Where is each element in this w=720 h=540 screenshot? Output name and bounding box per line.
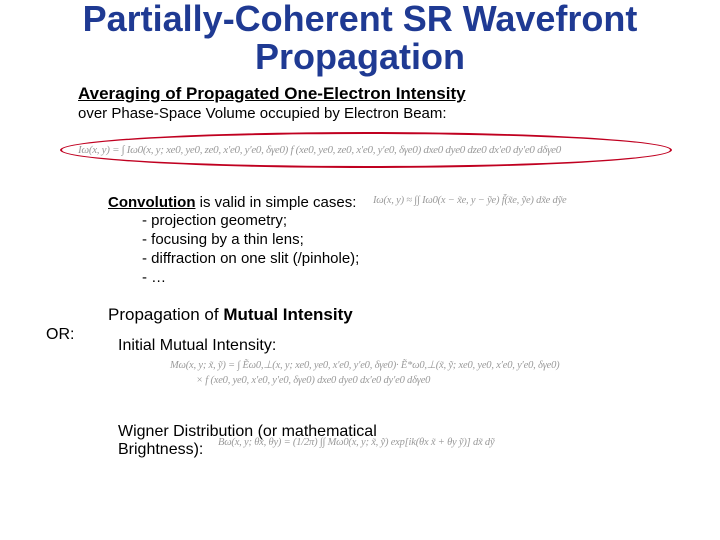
conv-item: - … [142,269,670,288]
mutual-intensity-heading: Propagation of Mutual Intensity [108,305,670,325]
convolution-list: - projection geometry; - focusing by a t… [142,212,670,287]
equation-mutual-area: Mω(x, y; x̃, ỹ) = ∫ Ẽω0,⊥(x, y; xe0, ye0… [78,355,670,395]
slide-content: Averaging of Propagated One-Electron Int… [0,76,720,479]
title-line-2: Propagation [0,38,720,76]
conv-item: - diffraction on one slit (/pinhole); [142,250,670,269]
mutual-bold: Mutual Intensity [223,305,352,324]
convolution-word: Convolution [108,194,195,211]
conv-item: - projection geometry; [142,212,670,231]
equation-averaging-area: Iω(x, y) = ∫ Iω0(x, y; xe0, ye0, ze0, x′… [78,132,670,182]
slide-title: Partially-Coherent SR Wavefront Propagat… [0,0,720,76]
subheading: Averaging of Propagated One-Electron Int… [78,84,670,104]
equation-averaging: Iω(x, y) = ∫ Iω0(x, y; xe0, ye0, ze0, x′… [78,144,561,156]
equation-wigner-area: Bω(x, y; θx, θy) = (1/2π) ∫∫ Mω0(x, y; x… [78,459,670,479]
equation-mutual-l1: Mω(x, y; x̃, ỹ) = ∫ Ẽω0,⊥(x, y; xe0, ye0… [170,359,559,371]
convolution-block: Convolution is valid in simple cases: Iω… [108,194,670,288]
convolution-rest: is valid in simple cases: [195,194,356,211]
mutual-prefix: Propagation of [108,305,223,324]
equation-mutual-l2: × f (xe0, ye0, x′e0, y′e0, δγe0) dxe0 dy… [196,375,430,386]
initial-mutual-label: Initial Mutual Intensity: [118,337,670,355]
title-line-1: Partially-Coherent SR Wavefront [0,0,720,38]
subheading-note: over Phase-Space Volume occupied by Elec… [78,105,670,122]
equation-convolution: Iω(x, y) ≈ ∫∫ Iω0(x − x̃e, y − ỹe) f̃(x̃… [373,194,567,207]
conv-item: - focusing by a thin lens; [142,231,670,250]
or-label: OR: [46,326,74,344]
equation-wigner: Bω(x, y; θx, θy) = (1/2π) ∫∫ Mω0(x, y; x… [218,437,494,448]
